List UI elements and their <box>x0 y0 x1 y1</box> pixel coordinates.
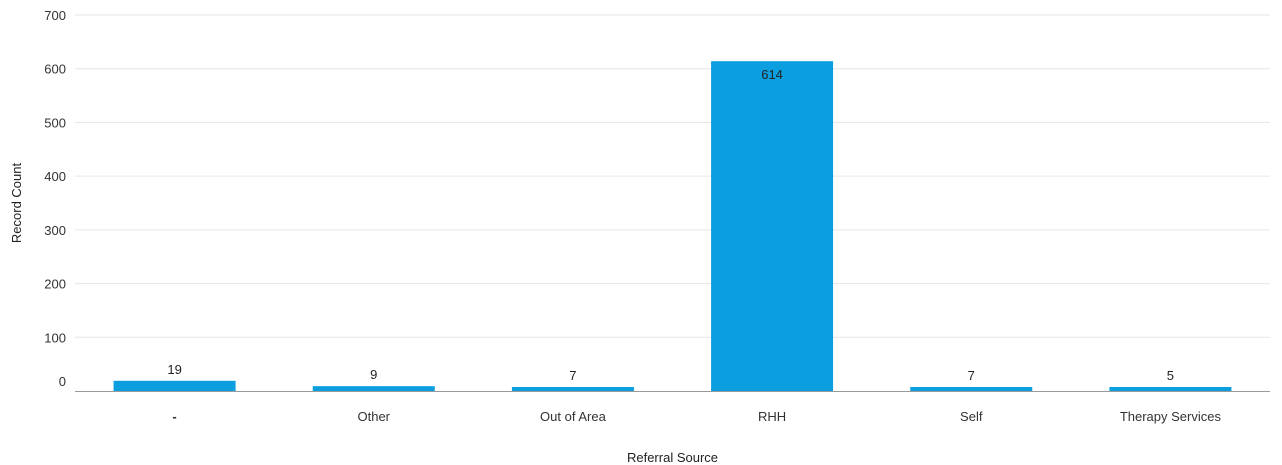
bar-value-label: 19 <box>167 362 181 377</box>
bar[interactable] <box>312 386 435 391</box>
y-tick-label: 700 <box>44 8 66 23</box>
bar-value-label: 7 <box>569 368 576 383</box>
data-labels: 19 9 7 614 7 5 <box>167 67 1174 383</box>
y-tick-label: 100 <box>44 330 66 345</box>
bar-value-label: 614 <box>761 67 783 82</box>
x-axis-title: Referral Source <box>627 450 718 465</box>
bar[interactable] <box>910 387 1033 391</box>
y-tick-label: 500 <box>44 115 66 130</box>
bar-value-label: 9 <box>370 367 377 382</box>
y-tick-label: 600 <box>44 62 66 77</box>
x-tick-label: Other <box>357 409 390 424</box>
bar[interactable] <box>511 387 634 391</box>
x-axis-ticks: - Other Out of Area RHH Self Therapy Services <box>172 409 1221 424</box>
gridlines <box>75 14 1270 338</box>
x-tick-label: Therapy Services <box>1120 409 1222 424</box>
y-axis-ticks: 0 100 200 300 400 500 600 700 <box>44 8 66 389</box>
y-axis-title: Record Count <box>9 163 24 244</box>
y-tick-label: 400 <box>44 169 66 184</box>
bar[interactable] <box>113 380 236 391</box>
x-tick-label: Out of Area <box>540 409 607 424</box>
x-tick-label: RHH <box>758 409 786 424</box>
x-tick-label: - <box>172 409 176 424</box>
y-tick-label: 0 <box>59 374 66 389</box>
x-tick-label: Self <box>960 409 983 424</box>
bars <box>113 61 1232 392</box>
bar[interactable] <box>1109 387 1232 391</box>
bar-value-label: 7 <box>968 368 975 383</box>
y-tick-label: 300 <box>44 223 66 238</box>
bar[interactable] <box>711 61 834 392</box>
bar-value-label: 5 <box>1167 368 1174 383</box>
y-tick-label: 200 <box>44 277 66 292</box>
